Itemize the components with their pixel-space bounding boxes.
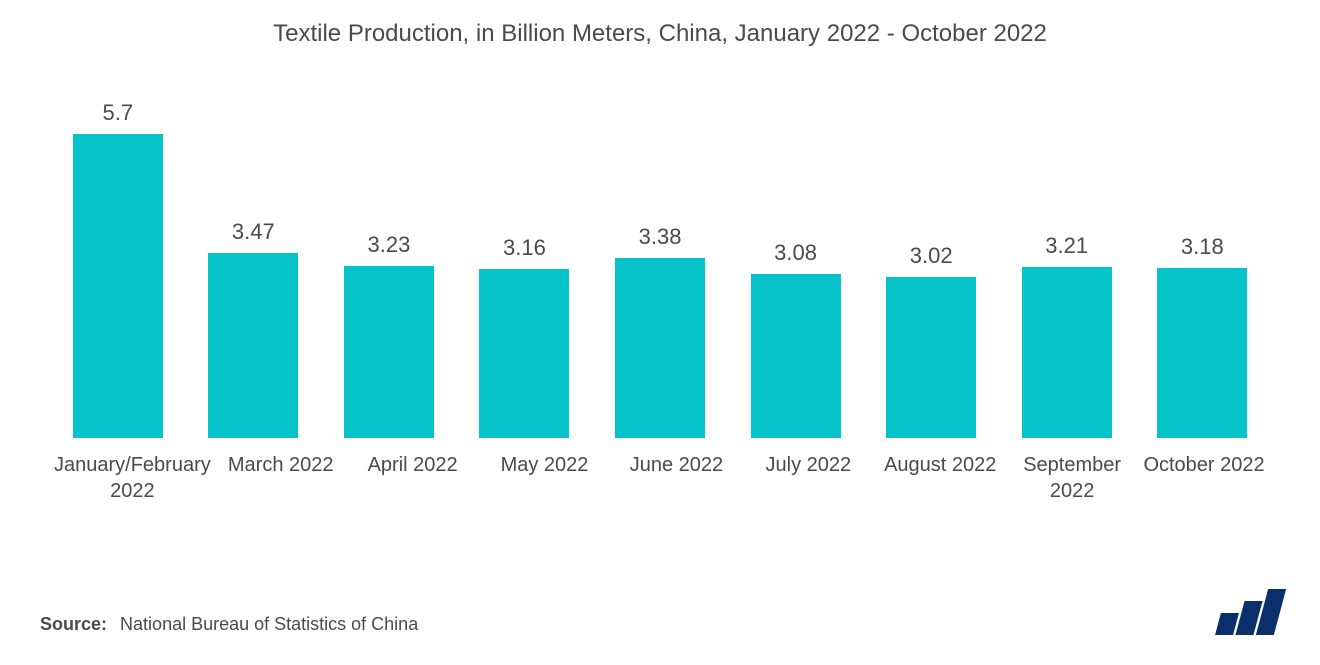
bar-8: 3.18	[1139, 78, 1267, 438]
x-label: July 2022	[746, 452, 870, 504]
bar-value: 3.23	[367, 232, 410, 258]
bar-value: 3.21	[1045, 233, 1088, 259]
logo-bar	[1256, 589, 1286, 635]
bar-7: 3.21	[1003, 78, 1131, 438]
bar-6: 3.02	[867, 78, 995, 438]
bar-value: 3.47	[232, 219, 275, 245]
bar-value: 3.16	[503, 235, 546, 261]
bar-rect	[208, 253, 298, 438]
bar-rect	[479, 269, 569, 438]
bar-value: 3.02	[910, 243, 953, 269]
x-label: April 2022	[351, 452, 475, 504]
bar-rect	[615, 258, 705, 438]
bar-rect	[1022, 267, 1112, 438]
x-label: June 2022	[614, 452, 738, 504]
bar-value: 5.7	[102, 100, 133, 126]
x-label: January/February 2022	[54, 452, 211, 504]
x-label: October 2022	[1142, 452, 1266, 504]
x-label: August 2022	[878, 452, 1002, 504]
bar-value: 3.18	[1181, 234, 1224, 260]
bar-1: 3.47	[190, 78, 318, 438]
bar-value: 3.08	[774, 240, 817, 266]
chart-plot: 5.7 3.47 3.23 3.16 3.38 3.08	[40, 78, 1280, 529]
bar-rect	[1157, 268, 1247, 438]
chart-container: Textile Production, in Billion Meters, C…	[0, 0, 1320, 665]
bar-4: 3.38	[596, 78, 724, 438]
source-label: Source:	[40, 614, 107, 634]
bars-row: 5.7 3.47 3.23 3.16 3.38 3.08	[50, 78, 1270, 438]
bar-0: 5.7	[54, 78, 182, 438]
source-citation: Source: National Bureau of Statistics of…	[40, 614, 418, 635]
x-label: March 2022	[219, 452, 343, 504]
bar-rect	[344, 266, 434, 438]
x-label: May 2022	[483, 452, 607, 504]
bar-5: 3.08	[732, 78, 860, 438]
bar-rect	[73, 134, 163, 438]
x-labels: January/February 2022 March 2022 April 2…	[50, 452, 1270, 504]
bar-2: 3.23	[325, 78, 453, 438]
bar-rect	[751, 274, 841, 438]
bar-3: 3.16	[461, 78, 589, 438]
chart-footer: Source: National Bureau of Statistics of…	[40, 569, 1280, 635]
bar-rect	[886, 277, 976, 438]
source-text: National Bureau of Statistics of China	[120, 614, 418, 634]
bar-value: 3.38	[639, 224, 682, 250]
brand-logo-icon	[1218, 589, 1280, 635]
chart-title: Textile Production, in Billion Meters, C…	[40, 20, 1280, 48]
x-label: September 2022	[1010, 452, 1134, 504]
